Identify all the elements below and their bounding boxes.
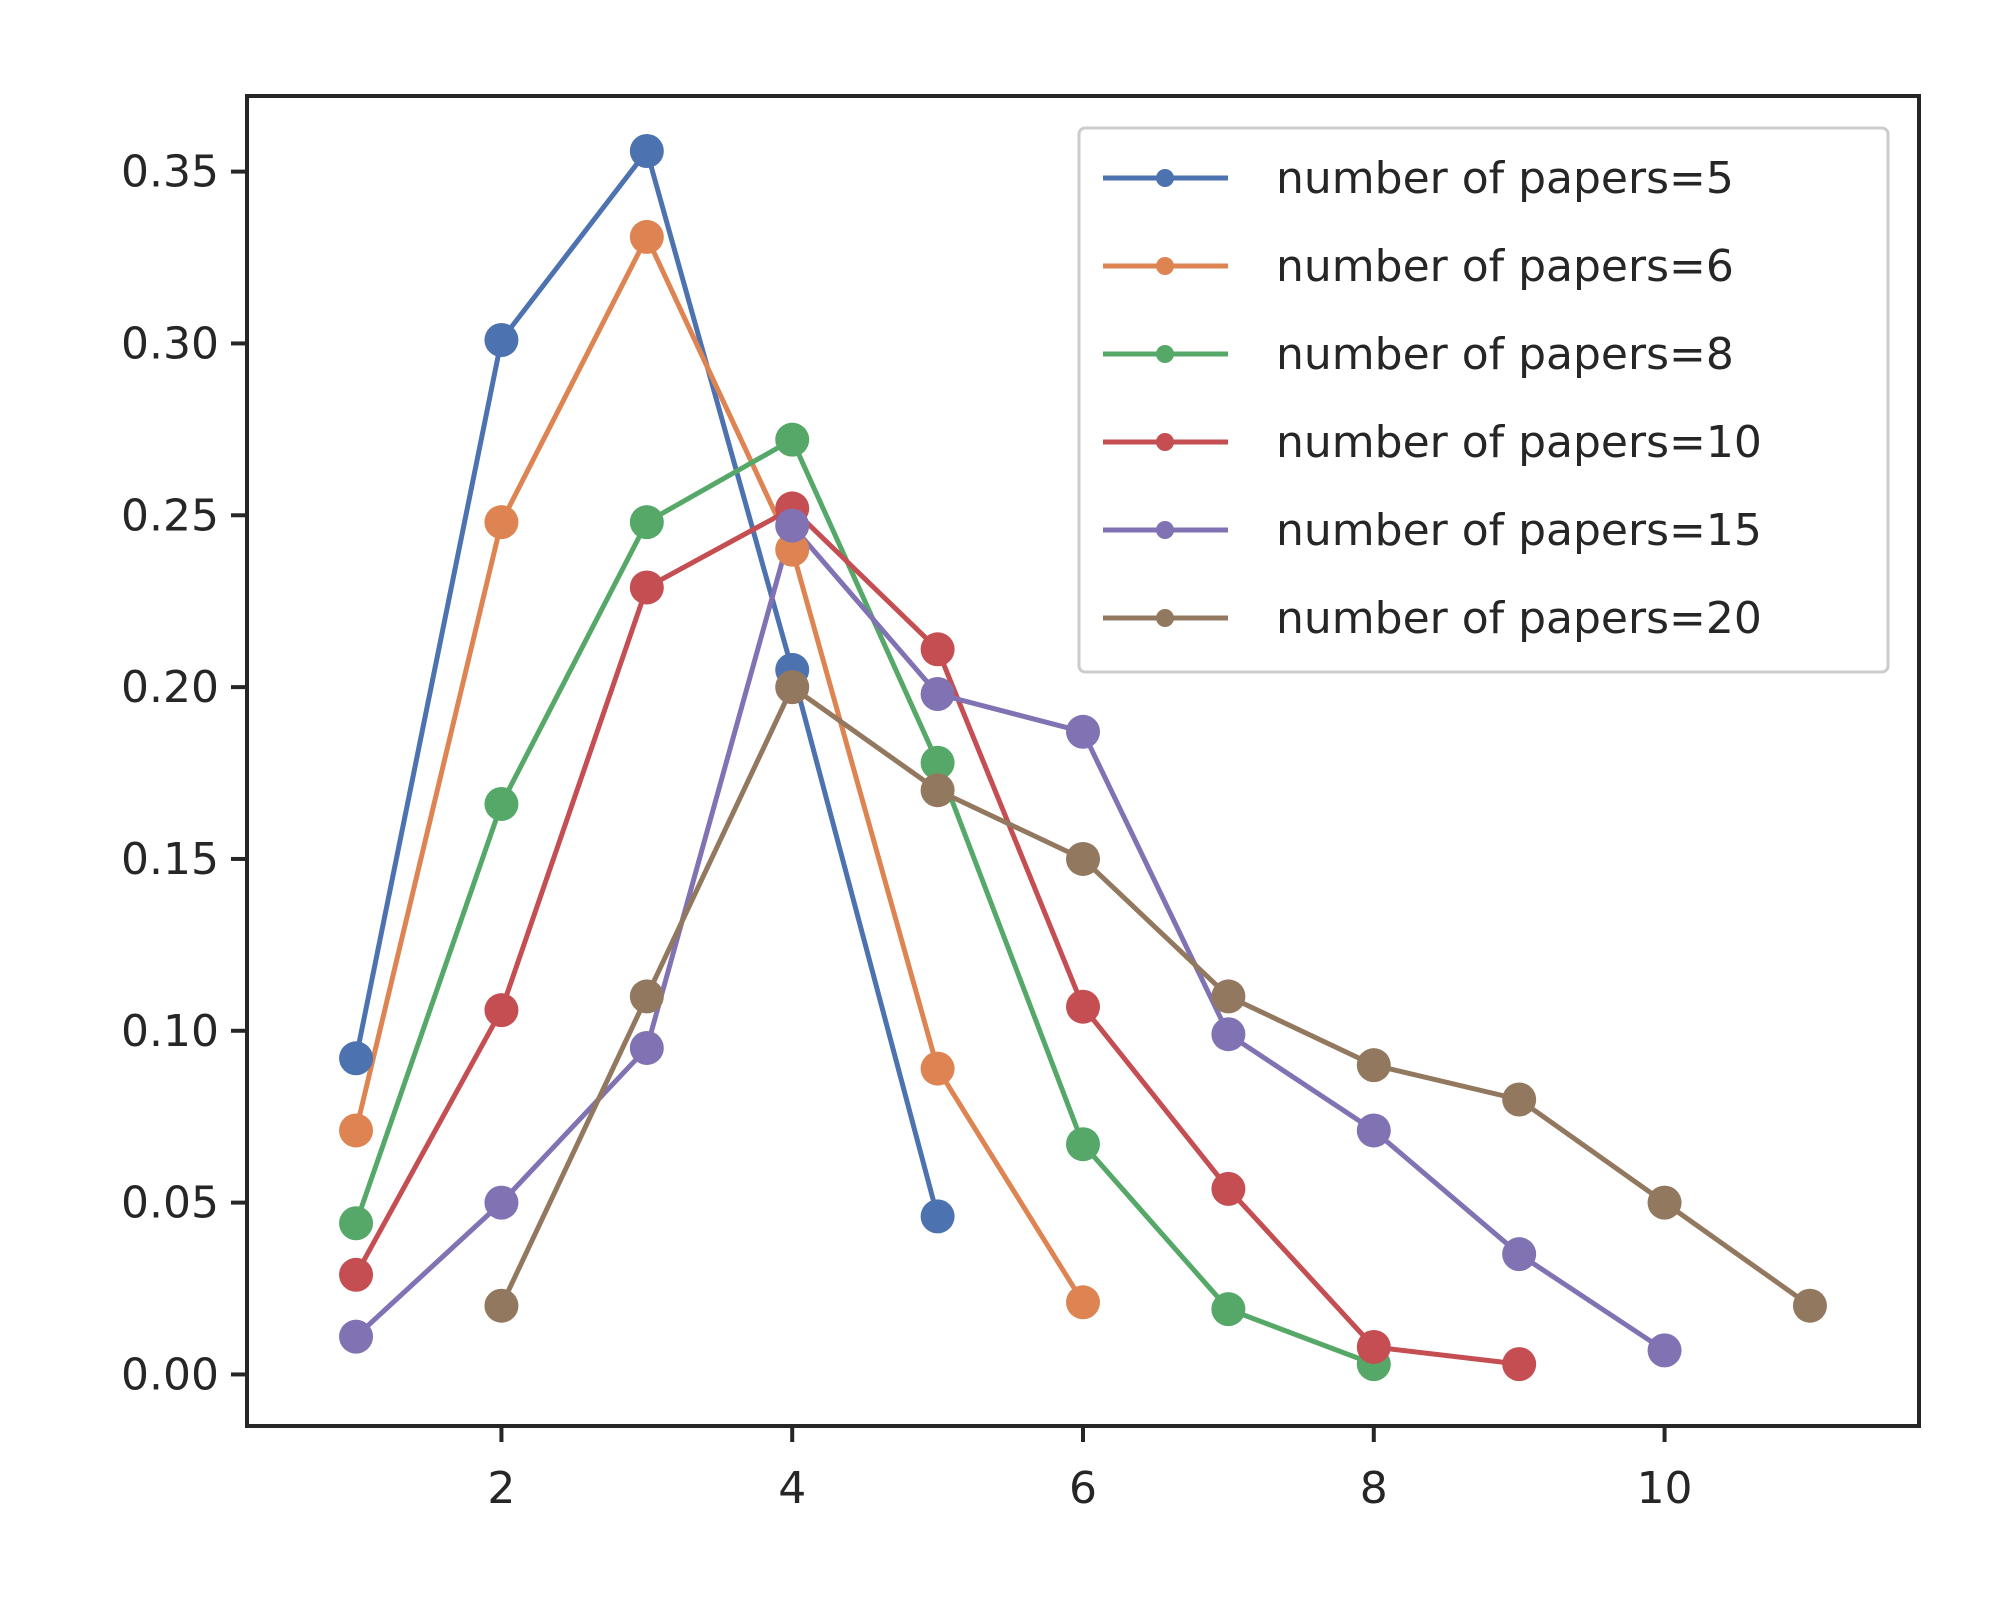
data-point (629, 979, 664, 1014)
x-tick-label: 8 (1360, 1463, 1388, 1514)
series-line (353, 234, 1086, 1304)
data-point (339, 1257, 374, 1292)
legend-marker (1156, 521, 1174, 539)
data-point (920, 745, 955, 780)
data-point (1211, 1171, 1246, 1206)
y-tick-label: 0.00 (121, 1349, 219, 1400)
data-point (1647, 1185, 1682, 1220)
data-point (1647, 1333, 1682, 1368)
data-point (629, 219, 664, 254)
plot-area (339, 133, 1827, 1382)
data-point (484, 1288, 519, 1323)
data-point (629, 133, 664, 168)
legend-label: number of papers=5 (1276, 153, 1734, 204)
data-point (1356, 1048, 1391, 1083)
legend-label: number of papers=8 (1276, 329, 1734, 380)
series-line (353, 437, 1375, 1367)
data-point (1066, 1127, 1100, 1162)
data-point (629, 1030, 664, 1065)
data-point (484, 323, 519, 358)
x-tick-label: 6 (1069, 1463, 1097, 1514)
data-point (1066, 714, 1100, 749)
data-point (339, 1319, 374, 1354)
data-point (1066, 841, 1100, 876)
data-point (920, 1051, 955, 1086)
legend-box (1077, 126, 1890, 674)
legend-label: number of papers=6 (1276, 241, 1734, 292)
data-point (1066, 989, 1100, 1024)
data-point (1502, 1347, 1537, 1382)
data-point (1502, 1237, 1537, 1272)
data-point (629, 505, 664, 540)
data-point (1502, 1082, 1537, 1117)
data-point (775, 508, 810, 543)
x-tick-label: 4 (778, 1463, 806, 1514)
legend-marker (1156, 169, 1174, 187)
y-axis: 0.00 0.05 0.10 0.15 0.20 0.25 0.30 0.35 (121, 147, 247, 1400)
data-point (920, 676, 955, 711)
data-point (1356, 1113, 1391, 1148)
data-point (920, 773, 955, 808)
data-point (484, 786, 519, 821)
legend-marker (1156, 433, 1174, 451)
series-line (354, 523, 1666, 1353)
legend-marker (1156, 609, 1174, 627)
y-tick-label: 0.10 (121, 1006, 219, 1057)
data-point (1211, 979, 1246, 1014)
legend-label: number of papers=20 (1276, 593, 1762, 644)
data-point (1211, 1292, 1246, 1327)
data-point (484, 505, 519, 540)
y-tick-label: 0.30 (121, 318, 219, 369)
legend-marker (1156, 345, 1174, 363)
data-point (1066, 1285, 1100, 1320)
data-point (339, 1041, 374, 1076)
data-point (339, 1206, 374, 1241)
y-tick-label: 0.15 (121, 834, 219, 885)
data-point (920, 1199, 955, 1234)
y-tick-label: 0.25 (121, 490, 219, 541)
legend-marker (1156, 257, 1174, 275)
data-point (775, 422, 810, 457)
data-point (1356, 1329, 1391, 1364)
x-tick-label: 2 (487, 1463, 515, 1514)
data-point (775, 532, 810, 567)
x-tick-label: 10 (1637, 1463, 1693, 1514)
data-point (339, 1113, 374, 1148)
series-line (499, 684, 1812, 1308)
data-point (775, 670, 810, 705)
legend-label: number of papers=15 (1276, 505, 1762, 556)
data-point (484, 993, 519, 1028)
data-point (920, 632, 955, 667)
y-tick-label: 0.20 (121, 662, 219, 713)
legend-label: number of papers=10 (1276, 417, 1762, 468)
data-point (1792, 1288, 1827, 1323)
data-point (629, 570, 664, 605)
data-point (1211, 1017, 1246, 1052)
data-point (484, 1185, 519, 1220)
x-axis: 2 4 6 8 10 (487, 1426, 1693, 1514)
legend: number of papers=5 number of papers=6 numb… (1077, 126, 1890, 674)
y-tick-label: 0.05 (121, 1178, 219, 1229)
y-tick-label: 0.35 (121, 147, 219, 198)
